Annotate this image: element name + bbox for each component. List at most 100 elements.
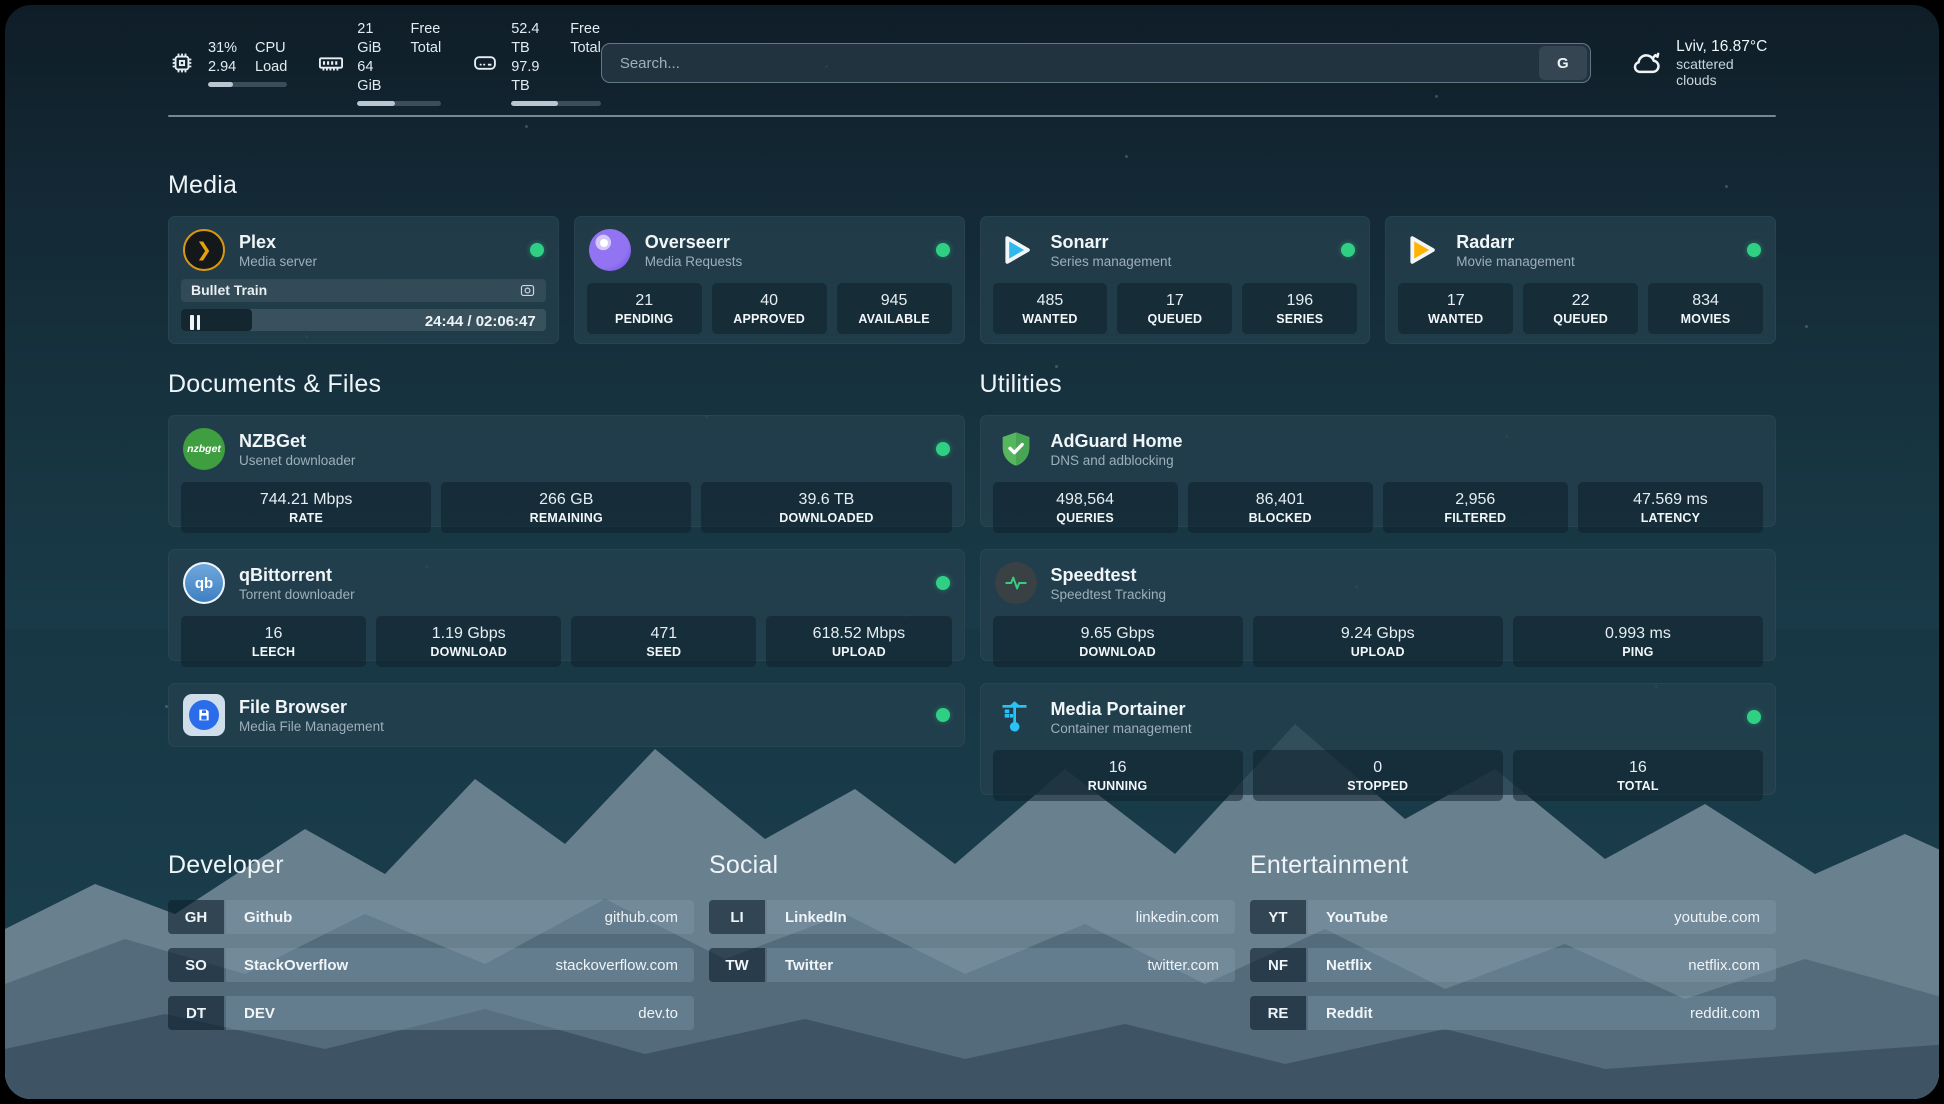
app-card-qbittorrent[interactable]: qb qBittorrent Torrent downloader 16 LEEC… [168,549,965,667]
app-subtitle: Movie management [1456,253,1575,269]
disk-free-value: 52.4 TB [511,20,540,56]
link-url: stackoverflow.com [555,956,678,974]
stat-box: 16 TOTAL [1512,750,1764,801]
overseerr-icon [588,229,631,271]
topbar: 31% 2.94 CPU Load [168,21,1776,107]
app-title: NZBGet [239,431,306,452]
stat-box: 618.52 Mbps UPLOAD [766,616,952,667]
app-subtitle: Media Requests [644,253,743,269]
link-url: linkedin.com [1135,908,1219,926]
app-subtitle: Usenet downloader [239,452,356,468]
link-row-linkedin[interactable]: LI LinkedIn linkedin.com [709,900,1235,934]
link-row-reddit[interactable]: RE Reddit reddit.com [1250,996,1776,1030]
app-title: File Browser [239,697,348,718]
stat-box: 498,564 QUERIES [992,482,1178,533]
memory-widget: 21 GiB 64 GiB Free Total [317,20,442,107]
app-subtitle: Series management [1050,253,1172,269]
link-row-netflix[interactable]: NF Netflix netflix.com [1250,948,1776,982]
stat-box: 744.21 Mbps RATE [181,482,432,533]
link-url: netflix.com [1688,956,1760,974]
app-card-sonarr[interactable]: Sonarr Series management 485 WANTED 17 QUE… [979,216,1371,344]
stat-box: 0 STOPPED [1252,750,1503,801]
stat-box: 39.6 TB DOWNLOADED [701,482,952,533]
link-section-developer: Developer GH Github github.com SO StackO… [168,851,694,1044]
stat-box: 945 AVAILABLE [836,283,952,334]
link-badge: GH [168,900,224,934]
app-card-filebrowser[interactable]: File Browser Media File Management [168,683,965,747]
speedtest-icon [994,562,1037,604]
cloud-icon [1633,52,1660,74]
memory-total-label: Total [410,39,442,56]
app-title: AdGuard Home [1050,431,1183,452]
app-subtitle: Speedtest Tracking [1050,586,1167,602]
memory-progressbar [357,101,442,107]
stat-box: 47.569 ms LATENCY [1577,482,1763,533]
app-card-adguard[interactable]: AdGuard Home DNS and adblocking 498,564 Q… [979,415,1776,533]
link-row-stackoverflow[interactable]: SO StackOverflow stackoverflow.com [168,948,694,982]
link-name: Reddit [1326,1004,1373,1022]
stat-box: 9.24 Gbps UPLOAD [1252,616,1503,667]
disk-free-label: Free [570,20,601,37]
stat-box: 266 GB REMAINING [441,482,692,533]
stat-box: 17 QUEUED [1117,283,1233,334]
qbittorrent-icon: qb [183,562,225,604]
link-row-twitter[interactable]: TW Twitter twitter.com [709,948,1235,982]
app-card-plex[interactable]: ❯ Plex Media server Bullet Train [168,216,559,344]
pause-button[interactable] [190,314,200,330]
app-card-radarr[interactable]: Radarr Movie management 17 WANTED 22 QUEUE… [1385,216,1776,344]
link-name: Github [244,908,293,926]
app-card-portainer[interactable]: Media Portainer Container management 16 R… [979,683,1776,801]
app-card-speedtest[interactable]: Speedtest Speedtest Tracking 9.65 Gbps DO… [979,549,1776,667]
stat-box: 485 WANTED [992,283,1108,334]
app-title: Speedtest [1050,565,1137,586]
now-playing-bar: Bullet Train [181,279,546,302]
link-url: reddit.com [1689,1004,1760,1022]
playback-time: 24:44 / 02:06:47 [424,312,536,330]
playback-progressbar: 24:44 / 02:06:47 [181,308,546,331]
link-row-github[interactable]: GH Github github.com [168,900,694,934]
link-row-dev[interactable]: DT DEV dev.to [168,996,694,1030]
stat-box: 16 RUNNING [992,750,1243,801]
cast-icon[interactable] [519,282,536,299]
stat-box: 1.19 Gbps DOWNLOAD [376,616,562,667]
stat-box: 9.65 Gbps DOWNLOAD [992,616,1243,667]
app-title: Media Portainer [1050,699,1186,720]
link-url: github.com [604,908,678,926]
app-subtitle: Media File Management [239,718,384,734]
search-engine-button[interactable]: G [1538,46,1587,80]
weather-location: Lviv, 16.87°C [1676,38,1768,55]
section-title-media: Media [168,171,238,199]
stat-box: 86,401 BLOCKED [1187,482,1373,533]
stat-box: 16 LEECH [181,616,367,667]
app-card-nzbget[interactable]: nzbget NZBGet Usenet downloader 744.21 M… [168,415,965,533]
cpu-widget: 31% 2.94 CPU Load [168,39,288,88]
memory-free-label: Free [410,20,441,37]
stat-box: 196 SERIES [1242,283,1358,334]
app-title: Overseerr [644,232,730,253]
stat-box: 22 QUEUED [1523,283,1639,334]
section-title-developer: Developer [168,851,284,879]
link-row-youtube[interactable]: YT YouTube youtube.com [1250,900,1776,934]
header-divider [168,115,1776,117]
now-playing-title: Bullet Train [191,282,268,299]
stat-row: 16 LEECH 1.19 Gbps DOWNLOAD 471 SEED 618.52… [169,610,964,679]
link-url: twitter.com [1147,956,1219,974]
stat-box: 471 SEED [571,616,757,667]
search-bar: G [600,43,1591,83]
section-title-entertainment: Entertainment [1250,851,1409,879]
link-name: DEV [244,1004,275,1022]
link-name: Twitter [785,956,834,974]
stat-box: 834 MOVIES [1648,283,1764,334]
stat-box: 21 PENDING [586,283,702,334]
portainer-icon [995,696,1037,738]
link-badge: TW [709,948,765,982]
sonarr-icon [995,229,1037,271]
app-card-overseerr[interactable]: Overseerr Media Requests 21 PENDING 40 APP… [573,216,965,344]
cpu-chip-icon [172,53,192,73]
system-stats: 31% 2.94 CPU Load [168,20,601,107]
search-input[interactable] [601,44,1539,82]
weather-widget: Lviv, 16.87°C scattered clouds [1629,38,1776,88]
link-badge: DT [168,996,224,1030]
stat-box: 0.993 ms PING [1512,616,1764,667]
